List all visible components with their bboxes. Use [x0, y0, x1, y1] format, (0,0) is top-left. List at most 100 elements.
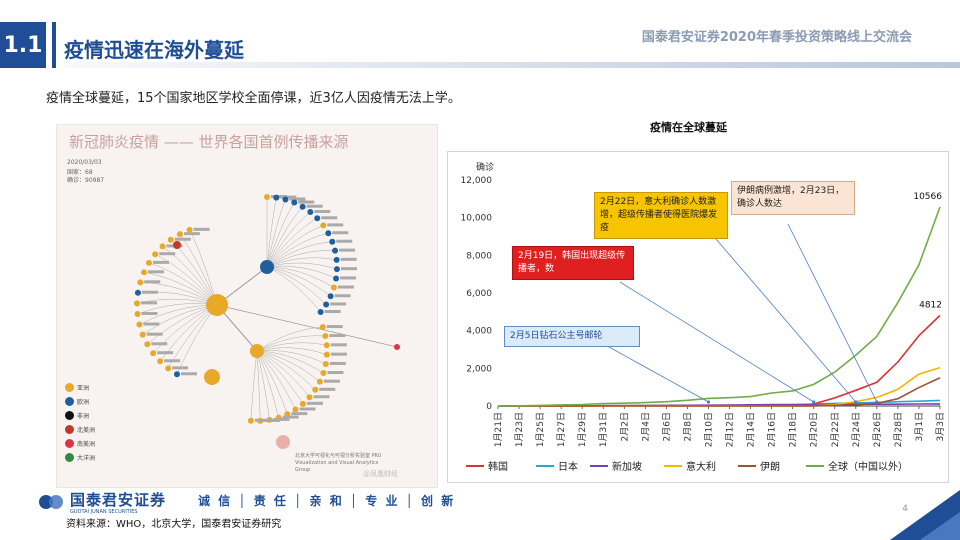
legend-swatch	[65, 453, 74, 462]
country-node	[322, 333, 329, 340]
transmission-link	[266, 266, 321, 313]
transmission-link	[266, 225, 324, 268]
country-label-bar	[319, 387, 336, 391]
data-source-note: 资料来源：WHO，北京大学，国泰君安证券研究	[66, 519, 282, 530]
x-tick-label: 1月27日	[556, 412, 567, 447]
x-tick-label: 1月31日	[598, 412, 609, 447]
global-spread-chart: 确诊 0 2,000 4,000 6,000 8,000 10,000 12,000 1月21日…	[447, 151, 949, 483]
data-label: 10566	[913, 192, 942, 202]
country-node	[320, 222, 327, 229]
country-node	[134, 300, 141, 307]
transmission-network-graphic	[134, 194, 400, 449]
legend-swatch	[65, 425, 74, 434]
legend-label: 新加坡	[612, 460, 642, 473]
x-tick-label: 2月6日	[661, 412, 672, 441]
legend-label: 非洲	[77, 413, 90, 420]
country-label-bar	[146, 332, 163, 336]
transmission-link	[266, 233, 329, 268]
legend-swatch	[65, 411, 74, 420]
country-label-bar	[193, 227, 210, 231]
legend-label: 亚洲	[77, 385, 90, 392]
country-label-bar	[327, 371, 344, 375]
transmission-link	[266, 241, 333, 268]
transmission-link	[256, 342, 327, 352]
header-rule	[64, 62, 960, 68]
transmission-link	[266, 202, 295, 268]
country-label-bar	[330, 302, 347, 306]
series-line	[498, 366, 941, 407]
annotation-arrow	[787, 223, 878, 403]
x-tick-label: 2月10日	[703, 412, 714, 447]
country-node	[330, 284, 337, 291]
country-node	[325, 230, 332, 237]
legend-item: 欧洲	[65, 397, 89, 406]
infographic-title: 新冠肺炎疫情 —— 世界各国首例传播来源	[69, 133, 349, 151]
country-label-bar	[254, 418, 271, 422]
country-label-bar	[157, 351, 174, 355]
country-label-bar	[339, 248, 356, 252]
annotation-arrow-head	[706, 400, 711, 404]
country-node	[312, 386, 319, 393]
legend-label: 大洋洲	[77, 455, 96, 462]
chart-title: 疫情在全球蔓延	[650, 121, 727, 134]
legend-item: 北美洲	[65, 425, 95, 434]
legend-item: 大洋洲	[65, 453, 95, 462]
country-label-bar	[172, 366, 189, 370]
country-label-bar	[141, 290, 158, 294]
country-label-bar	[280, 195, 297, 199]
country-node	[323, 301, 330, 308]
country-node	[319, 324, 326, 331]
country-node	[316, 378, 323, 385]
country-label-bar	[323, 379, 340, 383]
y-tick-label: 4,000	[466, 327, 492, 337]
country-label-bar	[330, 352, 347, 356]
x-tick-label: 3月1日	[914, 412, 925, 441]
country-node	[273, 194, 280, 201]
country-node	[314, 215, 321, 222]
country-label-bar	[181, 372, 197, 376]
y-tick-label: 8,000	[466, 251, 492, 261]
country-node	[150, 350, 157, 357]
country-label-bar	[264, 418, 281, 422]
country-label-bar	[143, 322, 160, 326]
country-node	[327, 293, 334, 300]
country-node	[157, 358, 164, 365]
legend-label: 北美洲	[77, 427, 96, 434]
country-node	[333, 266, 340, 273]
legend-item: 南美洲	[65, 439, 95, 448]
country-label-bar	[164, 359, 181, 363]
country-node	[329, 238, 336, 245]
legend-label: 韩国	[488, 460, 508, 473]
country-label-bar	[306, 401, 323, 405]
country-node	[165, 365, 172, 372]
x-tick-label: 2月4日	[640, 412, 651, 441]
country-label-bar	[147, 270, 164, 274]
y-tick-label: 6,000	[466, 289, 492, 299]
y-tick-label: 12,000	[461, 176, 493, 186]
corner-decoration-inner	[920, 512, 960, 540]
legend-label: 日本	[558, 460, 578, 473]
country-node	[282, 196, 289, 203]
x-tick-label: 1月23日	[514, 412, 525, 447]
country-node	[140, 269, 147, 276]
country-node	[144, 341, 151, 348]
country-node	[299, 400, 306, 407]
chart-annotation: 2月22日，意大利确诊人数激增，超级传播者使得医院爆发疫	[594, 192, 728, 239]
logo-mark-icon	[39, 495, 63, 509]
brand-name-cn: 国泰君安证券	[70, 491, 167, 509]
legend-swatch	[65, 383, 74, 392]
country-label-bar	[340, 276, 357, 280]
legend-item: 亚洲	[65, 383, 89, 392]
country-node	[322, 360, 329, 367]
transmission-link	[266, 197, 277, 268]
transmission-link	[256, 335, 326, 352]
south-america-node	[394, 344, 400, 350]
annotation-arrow	[619, 281, 814, 403]
country-label-bar	[141, 301, 158, 305]
section-number-badge: 1.1	[0, 22, 46, 68]
legend-swatch	[65, 439, 74, 448]
x-tick-label: 1月21日	[493, 412, 504, 447]
country-node	[145, 259, 152, 266]
transmission-link	[152, 304, 218, 354]
transmission-link	[266, 218, 318, 268]
